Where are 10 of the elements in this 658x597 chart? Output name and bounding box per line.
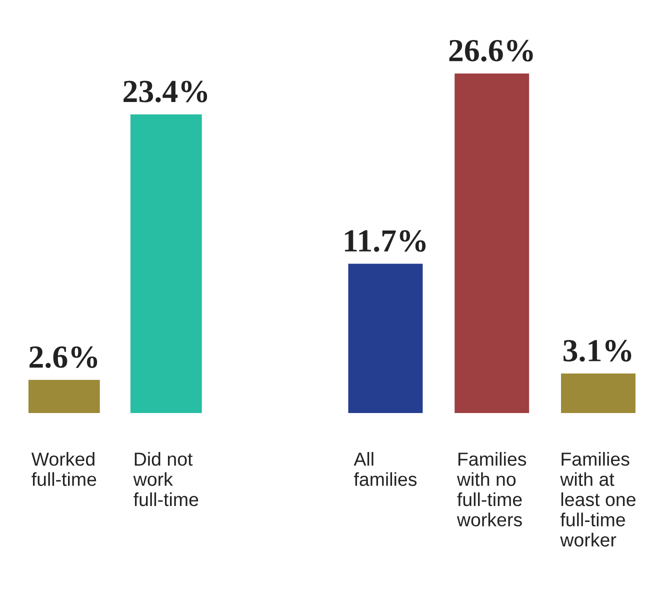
data-label: 11.7%: [344, 230, 426, 252]
x-tick-label: Families with no full-time workers: [456, 452, 526, 526]
x-tick-label: Families with at least one full-time worker: [560, 452, 636, 547]
data-label: 2.6%: [30, 346, 98, 368]
x-tick-label: Did not work full-time: [133, 452, 198, 506]
x-tick-label: All families: [354, 452, 417, 486]
data-label: 23.4%: [124, 80, 208, 102]
data-label: 3.1%: [563, 340, 632, 362]
data-label: 26.6%: [449, 40, 533, 62]
x-tick-label: Worked full-time: [31, 452, 96, 486]
